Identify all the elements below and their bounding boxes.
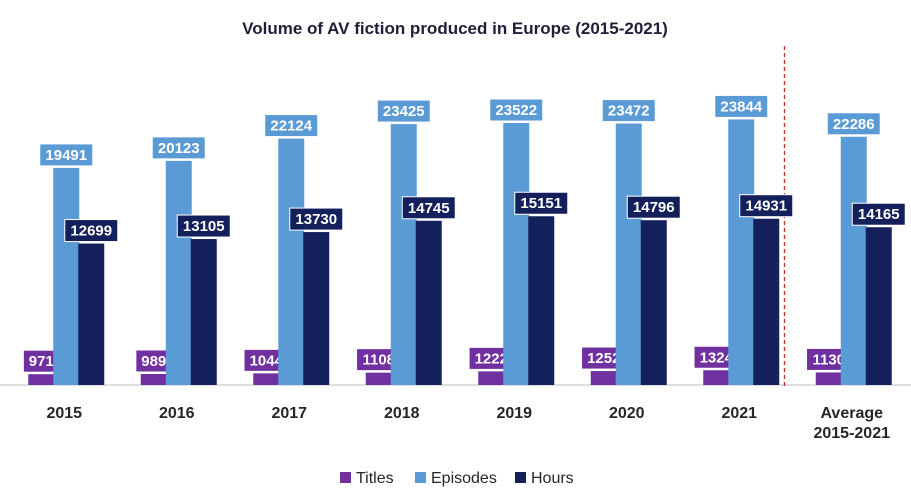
data-label: 13105 <box>183 218 225 235</box>
bar-episodes <box>503 123 530 386</box>
bar-episodes <box>615 123 642 385</box>
data-label: 23522 <box>495 102 537 119</box>
data-label: 989 <box>141 353 166 370</box>
data-label-box <box>376 99 431 123</box>
data-label: 19491 <box>45 147 87 164</box>
bar-episodes <box>53 167 80 385</box>
bar-hours <box>865 227 892 385</box>
data-label-box <box>401 196 456 220</box>
x-tick-label: 2017 <box>271 405 307 422</box>
bar-episodes <box>840 136 867 385</box>
x-tick-label: 2016 <box>159 405 195 422</box>
data-label-box <box>176 214 231 238</box>
data-label: 23425 <box>383 103 425 120</box>
bar-hours <box>528 216 555 385</box>
data-label: 1222 <box>475 350 508 367</box>
legend-swatch-hours <box>515 472 526 483</box>
data-label-box <box>264 114 319 138</box>
data-label-box <box>289 207 344 231</box>
bar-episodes <box>390 124 417 385</box>
x-tick-label: Average <box>820 405 883 422</box>
data-label-box <box>851 202 906 226</box>
x-tick-label: 2015 <box>46 405 82 422</box>
data-label: 22124 <box>270 118 312 135</box>
data-label: 14745 <box>408 200 450 217</box>
bar-hours <box>415 220 442 385</box>
data-label-box <box>601 99 656 123</box>
data-label: 971 <box>29 353 54 370</box>
data-label: 23844 <box>720 98 762 115</box>
x-tick-label: 2018 <box>384 405 420 422</box>
legend-swatch-episodes <box>415 472 426 483</box>
bar-titles <box>140 373 167 385</box>
data-label: 14165 <box>858 206 900 223</box>
bar-titles <box>253 373 280 385</box>
data-label-box <box>39 143 94 167</box>
bar-titles <box>478 371 505 385</box>
bar-episodes <box>165 160 192 385</box>
bar-titles <box>815 372 842 385</box>
data-label: 20123 <box>158 140 200 157</box>
data-label-box <box>151 136 206 160</box>
data-label: 15151 <box>520 195 562 212</box>
x-tick-label: 2015-2021 <box>813 425 890 442</box>
data-label: 1044 <box>250 352 284 369</box>
chart-title: Volume of AV fiction produced in Europe … <box>242 19 668 38</box>
bar-hours <box>640 220 667 385</box>
data-label-box <box>714 94 769 118</box>
data-label-box <box>739 194 794 218</box>
data-label: 1252 <box>587 350 620 367</box>
data-label-box <box>514 191 569 215</box>
data-label: 13730 <box>295 211 337 228</box>
bar-hours <box>78 243 105 385</box>
data-label: 23472 <box>608 103 650 120</box>
data-label-box <box>489 98 544 122</box>
data-label: 1130 <box>812 351 845 368</box>
data-label-box <box>826 112 881 136</box>
x-tick-label: 2019 <box>496 405 532 422</box>
bar-titles <box>590 371 617 385</box>
data-label-box <box>626 195 681 219</box>
legend-label-hours: Hours <box>531 470 574 487</box>
x-tick-label: 2020 <box>609 405 645 422</box>
data-label: 22286 <box>833 116 875 133</box>
bar-hours <box>303 232 330 385</box>
legend: Titles Episodes Hours <box>340 470 574 487</box>
legend-label-titles: Titles <box>356 470 394 487</box>
data-label: 14796 <box>633 199 675 216</box>
bar-hours <box>753 218 780 385</box>
bar-titles <box>365 372 392 385</box>
bar-episodes <box>278 138 305 385</box>
legend-swatch-titles <box>340 472 351 483</box>
legend-label-episodes: Episodes <box>431 470 497 487</box>
bar-hours <box>190 239 217 385</box>
data-label-box <box>64 219 119 243</box>
data-label: 1324 <box>700 349 734 366</box>
bar-titles <box>28 374 55 385</box>
x-tick-label: 2021 <box>721 405 757 422</box>
data-label: 1108 <box>362 352 395 369</box>
bar-episodes <box>728 119 755 385</box>
data-label: 14931 <box>745 198 787 215</box>
data-label: 12699 <box>70 223 112 240</box>
plot-area: 971 19491 12699 2015 989 20123 13105 2016 1044 22… <box>0 46 911 442</box>
bar-titles <box>703 370 730 385</box>
